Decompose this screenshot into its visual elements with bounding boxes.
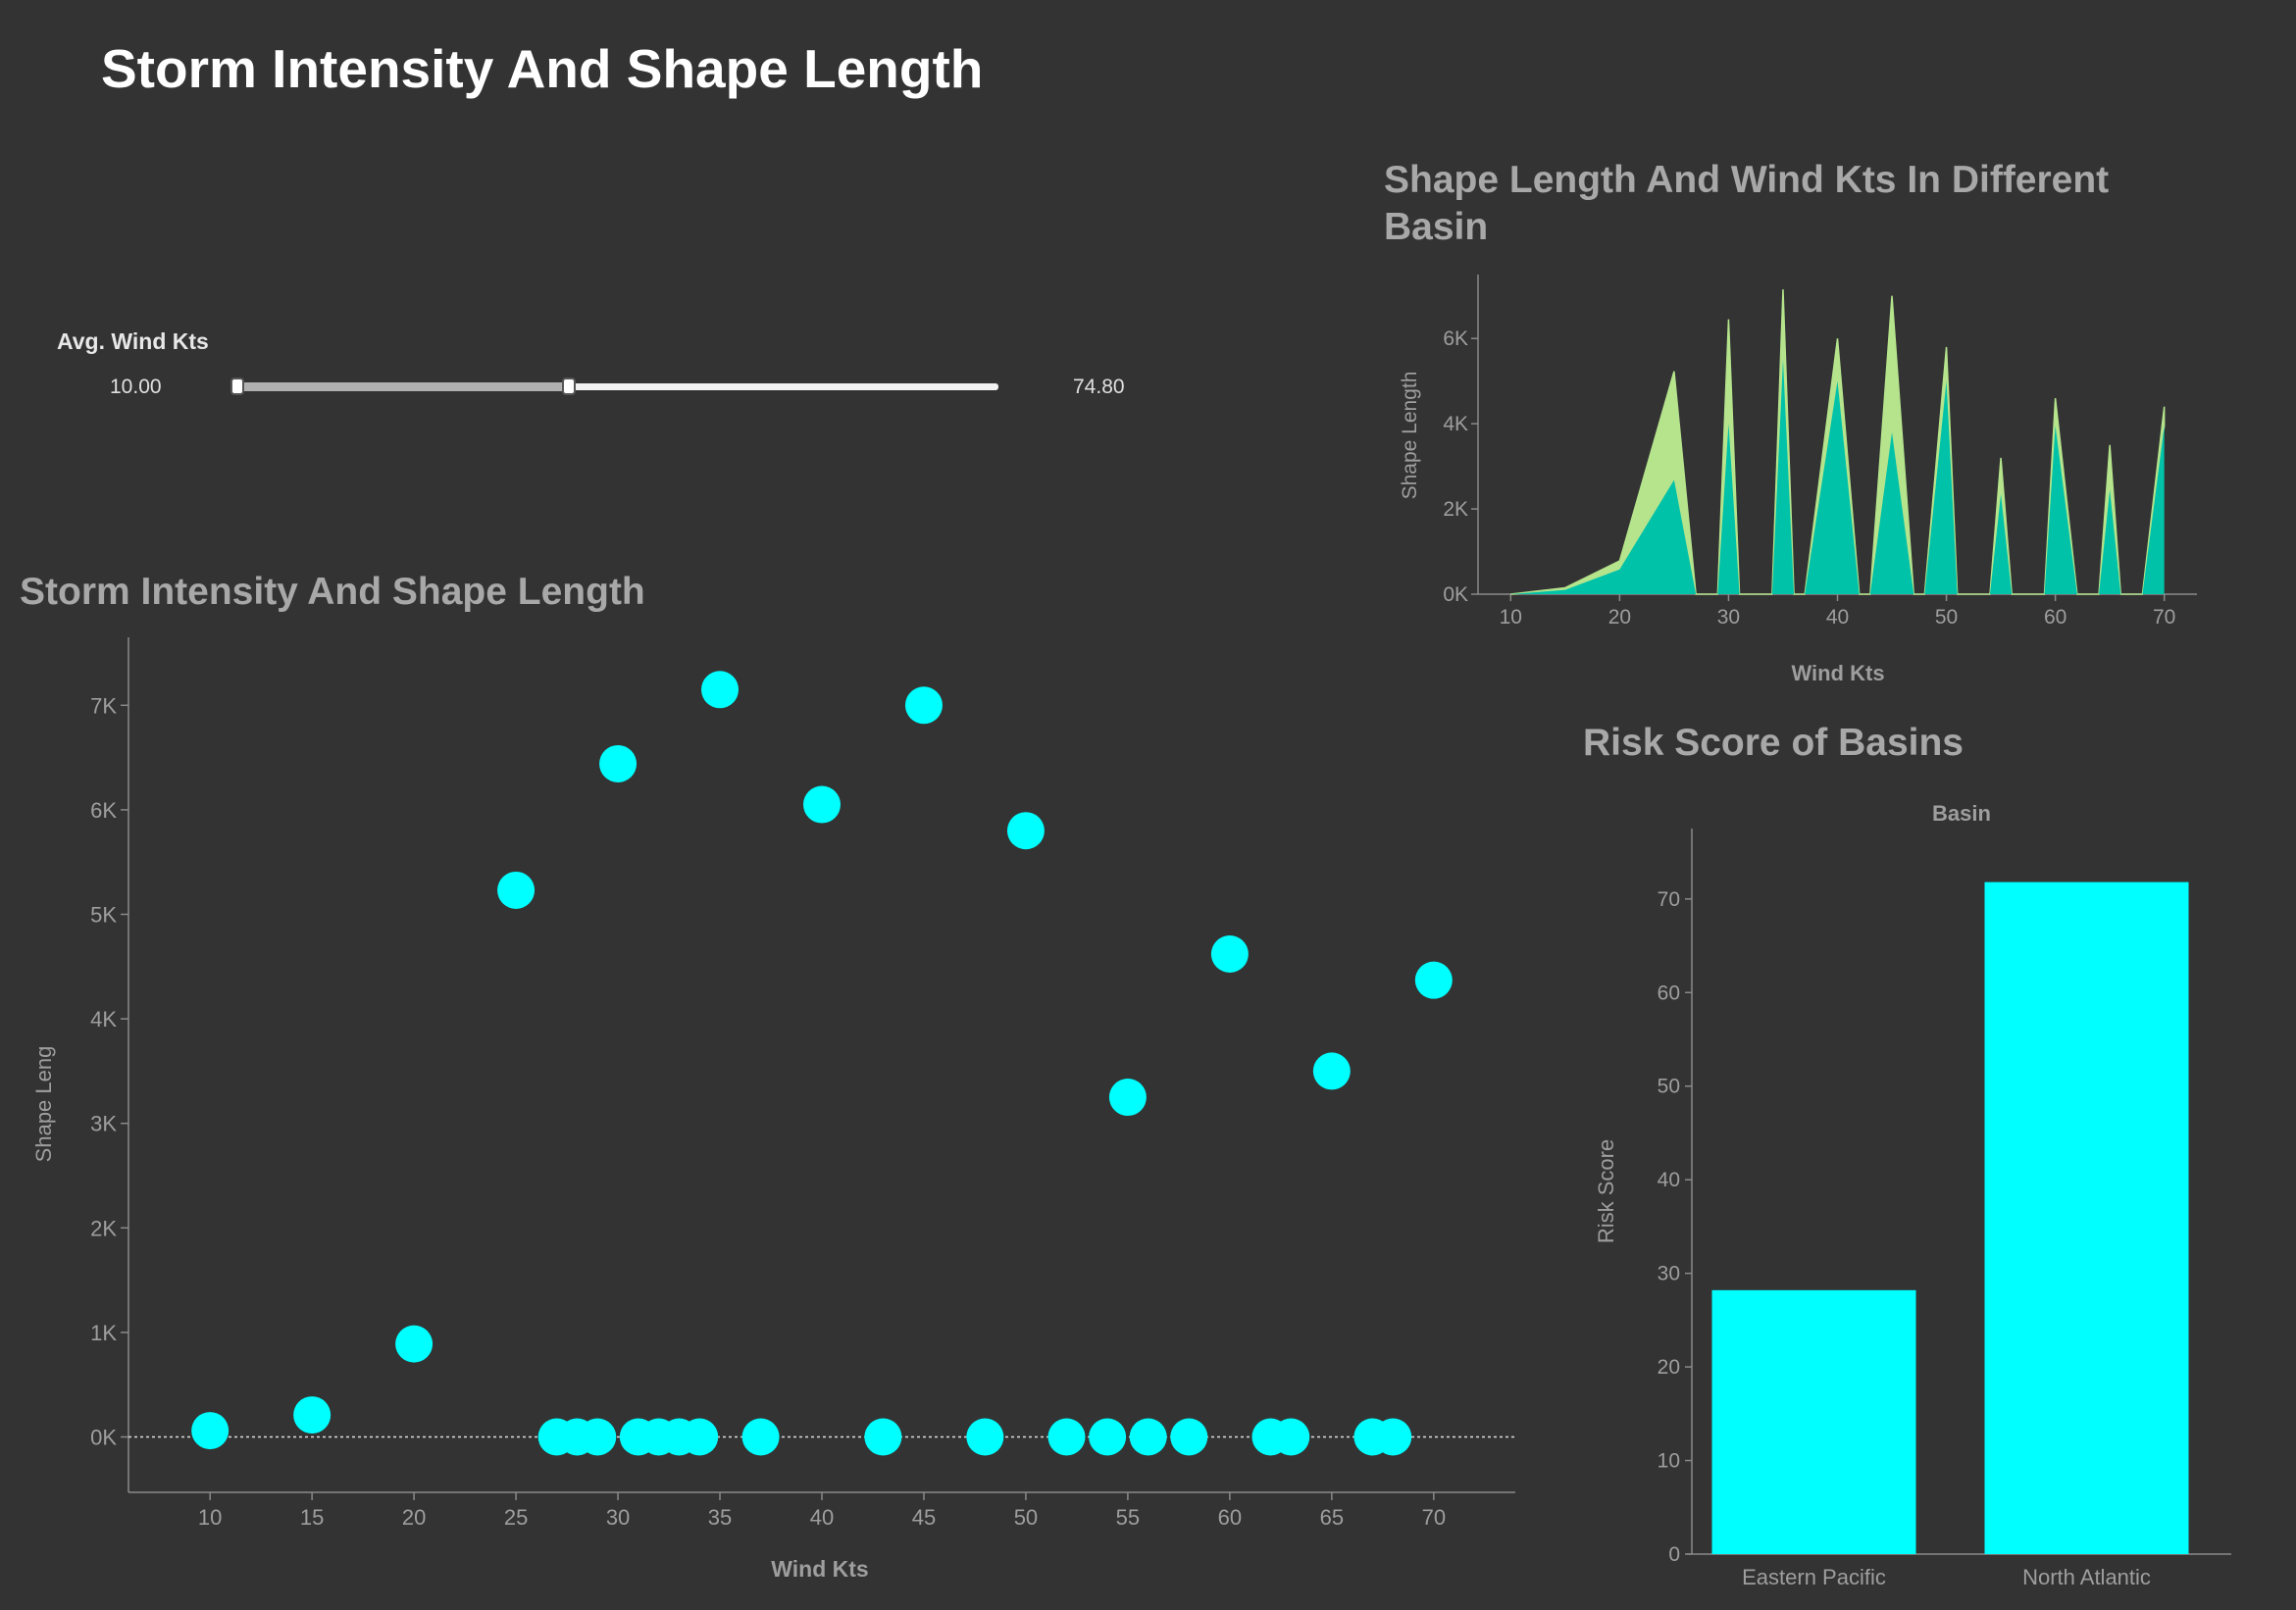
y-axis-label: Shape Leng [31,1046,56,1163]
bar-y-axis-label: Risk Score [1594,1139,1618,1243]
area-y-tick-label: 4K [1443,413,1468,435]
scatter-point [599,744,638,782]
scatter-point [579,1418,617,1456]
scatter-point [1312,1052,1351,1090]
scatter-point [1272,1418,1310,1456]
bar-chart-title: Risk Score of Basins [1583,722,1964,764]
scatter-chart-panel: Storm Intensity And Shape Length 0K 1K 2K 3… [0,559,1550,1605]
slider-selected-range [237,382,569,391]
scatter-point [904,686,943,725]
bar-y-tick-label: 40 [1658,1169,1680,1191]
scatter-point [1129,1418,1167,1456]
scatter-point [1210,935,1249,974]
scatter-point [803,785,841,824]
area-chart: 0K 2K 4K 6K 10 20 30 40 50 60 70 Wind Kts Shape Leng… [1399,275,2197,685]
area-y-axis-label: Shape Length [1399,372,1421,500]
area-x-axis-label: Wind Kts [1791,661,1884,685]
scatter-point [395,1325,434,1363]
x-tick-label: 15 [300,1505,324,1530]
slider-min-handle[interactable] [230,377,244,395]
x-tick-label: 70 [1422,1505,1446,1530]
bar-y-tick-label: 50 [1658,1076,1680,1098]
bar-column-header: Basin [1932,801,1991,826]
x-tick-label: 20 [402,1505,426,1530]
x-tick-label: 65 [1320,1505,1344,1530]
scatter-point [191,1412,230,1450]
y-tick-label: 4K [90,1007,117,1031]
avg-wind-kts-filter[interactable]: Avg. Wind Kts 10.00 74.80 [57,328,1155,407]
bar-north-atlantic [1984,881,2189,1554]
scatter-point [1047,1418,1086,1456]
x-tick-label: 40 [810,1505,834,1530]
scatter-point [701,671,740,709]
x-tick-label: 25 [504,1505,528,1530]
scatter-point [681,1418,719,1456]
scatter-point [1089,1418,1127,1456]
bar-category-label: Eastern Pacific [1742,1565,1886,1589]
area-series-base [1510,359,2165,594]
scatter-point [741,1418,780,1456]
scatter-chart-title: Storm Intensity And Shape Length [20,571,645,613]
y-tick-label: 3K [90,1112,117,1136]
y-tick-label: 0K [90,1426,117,1450]
area-x-tick-label: 60 [2044,606,2066,629]
area-y-tick-label: 0K [1443,583,1468,606]
bar-y-tick-label: 20 [1658,1356,1680,1379]
y-tick-label: 6K [90,798,117,823]
x-tick-label: 60 [1218,1505,1242,1530]
scatter-point [1414,961,1453,999]
bar-chart: Basin 0 10 20 30 40 50 60 70 Risk Score Eastern Pa… [1594,801,2231,1589]
scatter-point [864,1418,902,1456]
filter-label: Avg. Wind Kts [57,328,209,354]
y-tick-label: 2K [90,1216,117,1240]
y-tick-label: 7K [90,693,117,718]
filter-min-value: 10.00 [110,376,162,398]
bar-y-tick-label: 70 [1658,888,1680,911]
scatter-point [966,1418,1004,1456]
area-x-tick-label: 40 [1826,606,1849,629]
slider-track[interactable] [237,383,998,390]
slider-max-handle[interactable] [562,377,576,395]
bar-y-tick-label: 60 [1658,981,1680,1004]
x-tick-label: 35 [708,1505,732,1530]
scatter-point [1006,812,1045,850]
scatter-point [1108,1079,1147,1117]
area-chart-title: Shape Length And Wind Kts In Different B… [1384,159,2110,248]
x-tick-label: 45 [912,1505,936,1530]
area-y-tick-label: 2K [1443,498,1468,521]
x-tick-label: 55 [1116,1505,1140,1530]
area-y-tick-label: 6K [1443,327,1468,350]
bar-eastern-pacific [1711,1289,1916,1554]
x-tick-label: 30 [606,1505,630,1530]
y-tick-label: 1K [90,1321,117,1345]
area-series-top [1510,289,2166,595]
x-tick-label: 50 [1014,1505,1038,1530]
area-x-tick-label: 10 [1500,606,1522,629]
dashboard-title: Storm Intensity And Shape Length [101,38,984,99]
area-x-tick-label: 70 [2153,606,2175,629]
area-x-tick-label: 20 [1608,606,1631,629]
bar-y-tick-label: 30 [1658,1263,1680,1285]
bar-y-tick-label: 10 [1658,1450,1680,1473]
bar-category-label: North Atlantic [2022,1565,2151,1589]
area-chart-panel: Shape Length And Wind Kts In Different B… [1373,157,2236,706]
area-x-tick-label: 30 [1717,606,1740,629]
bar-y-tick-label: 0 [1668,1543,1680,1566]
bar-chart-panel: Risk Score of Basins Basin 0 10 20 30 40 50 60 7… [1569,716,2256,1605]
area-x-tick-label: 50 [1935,606,1958,629]
x-axis-label: Wind Kts [771,1556,868,1582]
scatter-point [1374,1418,1412,1456]
filter-max-value: 74.80 [1073,376,1125,398]
x-tick-label: 10 [198,1505,222,1530]
scatter-point [293,1396,332,1434]
scatter-point [497,871,536,909]
scatter-plot: 0K 1K 2K 3K 4K 5K 6K 7K 10 15 20 25 30 35 40 45 50 55 60 65… [31,637,1515,1582]
scatter-point [1170,1418,1208,1456]
y-tick-label: 5K [90,902,117,927]
